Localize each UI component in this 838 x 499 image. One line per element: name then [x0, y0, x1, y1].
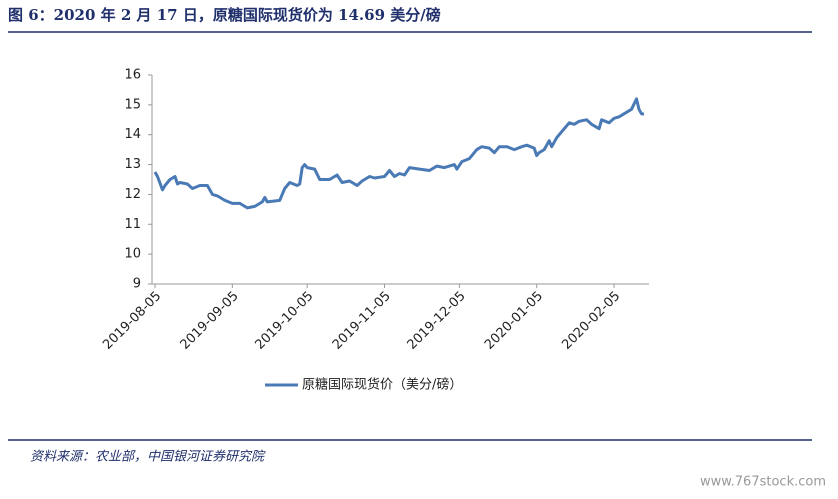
- x-tick-label: 2019-09-05: [178, 289, 242, 353]
- line: [153, 97, 645, 210]
- y-tick-label: 15: [124, 97, 141, 112]
- title: 图 6：2020 年 2 月 17 日，原糖国际现货价为 14.69 美分/磅: [8, 6, 441, 24]
- y-tick-label: 16: [124, 68, 141, 83]
- y-tick-label: 13: [124, 157, 141, 172]
- y-tick-label: 11: [124, 217, 141, 232]
- x-tick-label: 2019-12-05: [405, 289, 469, 353]
- legend-label: 原糖国际现货价（美分/磅）: [302, 377, 462, 393]
- y-tick-label: 9: [133, 277, 141, 292]
- source: 资料来源：农业部，中国银河证券研究院: [30, 449, 266, 465]
- watermark: www.767stock.com: [700, 475, 826, 490]
- y-tick-label: 10: [124, 247, 141, 262]
- x-tick-label: 2019-10-05: [252, 289, 316, 353]
- x-tick-label: 2020-01-05: [482, 289, 546, 353]
- x-tick-label: 2019-11-05: [330, 289, 394, 353]
- x-tick-label: 2019-08-05: [100, 289, 164, 353]
- x-tick-label: 2020-02-05: [559, 289, 623, 353]
- y-tick-label: 14: [124, 127, 141, 142]
- y-tick-label: 12: [124, 187, 141, 202]
